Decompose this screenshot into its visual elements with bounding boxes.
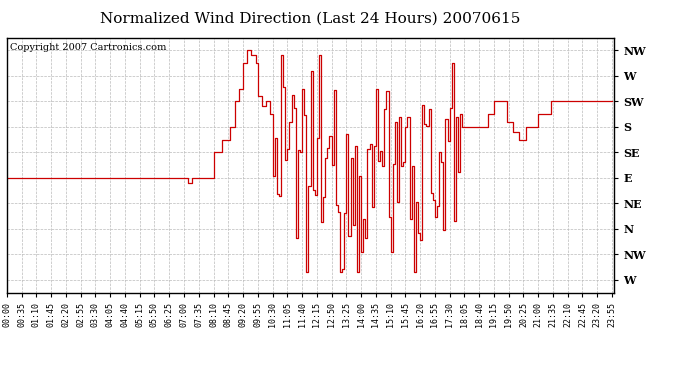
Text: Normalized Wind Direction (Last 24 Hours) 20070615: Normalized Wind Direction (Last 24 Hours… xyxy=(100,11,521,25)
Text: Copyright 2007 Cartronics.com: Copyright 2007 Cartronics.com xyxy=(10,43,166,52)
